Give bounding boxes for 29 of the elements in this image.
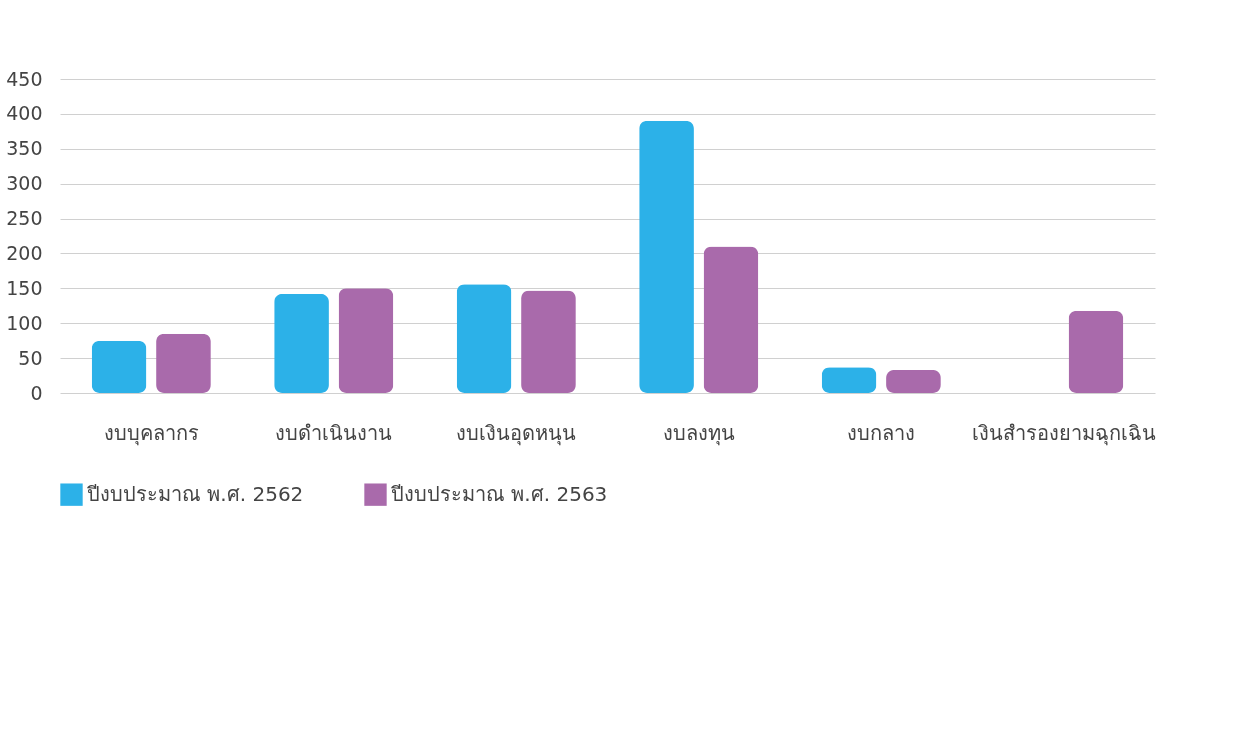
y-tick-label: 300: [6, 172, 43, 195]
x-tick-label: เงินสำรองยามฉุกเฉิน: [971, 420, 1156, 446]
x-tick-label: งบเงินอุดหนุน: [456, 420, 577, 446]
y-tick-label: 400: [6, 102, 43, 125]
bar: [1068, 310, 1124, 393]
bar: [91, 340, 147, 393]
bar: [521, 290, 576, 393]
y-tick-label: 200: [6, 241, 43, 264]
bar: [886, 369, 941, 393]
bar: [703, 246, 759, 393]
y-tick-label: 150: [6, 276, 43, 299]
bar: [274, 293, 329, 393]
y-tick-label: 100: [6, 311, 43, 334]
x-tick-label: งบดำเนินงาน: [275, 420, 393, 445]
legend-label: ปีงบประมาณ พ.ศ. 2562: [87, 481, 304, 506]
x-tick-label: งบลงทุน: [662, 420, 735, 446]
bar: [639, 120, 694, 393]
y-tick-label: 50: [18, 346, 43, 369]
bar: [156, 333, 211, 393]
bar: [456, 284, 512, 393]
x-tick-label: งบกลาง: [847, 420, 916, 445]
y-tick-label: 350: [6, 137, 43, 160]
y-tick-label: 0: [30, 381, 43, 404]
bar: [821, 367, 877, 393]
y-tick-label: 250: [6, 207, 43, 230]
x-tick-label: งบบุคลากร: [103, 420, 199, 446]
legend-label: ปีงบประมาณ พ.ศ. 2563: [391, 481, 608, 506]
y-tick-label: 450: [6, 67, 43, 90]
bar: [338, 288, 394, 393]
